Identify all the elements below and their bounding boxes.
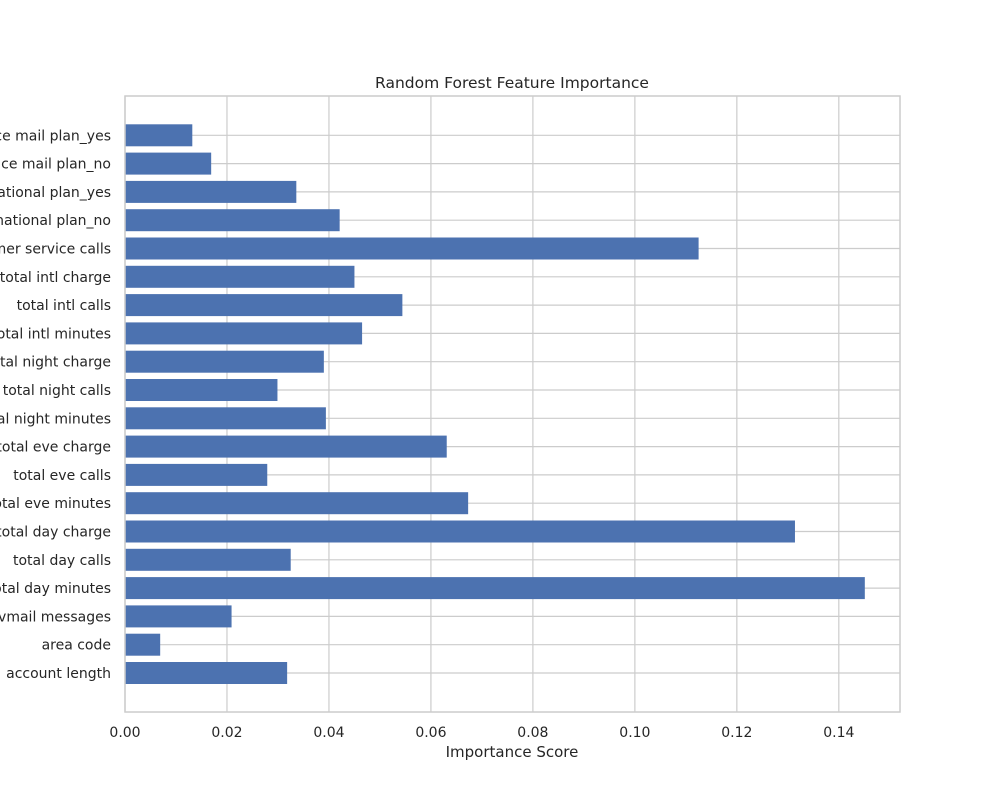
- bar-total-day-calls: [125, 548, 291, 571]
- bar-vmail-messages: [125, 605, 232, 628]
- x-tick-label: 0.06: [415, 725, 446, 741]
- x-tick-label: 0.08: [517, 725, 548, 741]
- x-tick-label: 0.04: [313, 725, 344, 741]
- bar-voice-mail-plan-no: [125, 152, 212, 175]
- y-tick-label: international plan_no: [0, 213, 111, 229]
- y-tick-label: total day calls: [13, 553, 111, 569]
- y-tick-label: total intl minutes: [0, 326, 111, 342]
- bar-total-intl-minutes: [125, 322, 363, 345]
- plot-frame: [124, 95, 901, 713]
- y-tick-labels: account length area code vmail messages tot…: [0, 128, 111, 682]
- x-tick-label: 0.10: [619, 725, 650, 741]
- x-tick-label: 0.12: [721, 725, 752, 741]
- bar-total-day-minutes: [125, 577, 865, 600]
- x-tick-label: 0.02: [211, 725, 242, 741]
- bar-total-eve-calls: [125, 463, 268, 486]
- y-tick-label: customer service calls: [0, 242, 111, 258]
- y-tick-label: total intl charge: [0, 270, 111, 286]
- bar-total-intl-calls: [125, 294, 403, 317]
- bar-total-day-charge: [125, 520, 795, 543]
- y-tick-label: area code: [42, 638, 111, 654]
- chart-title: Random Forest Feature Importance: [375, 74, 649, 92]
- y-tick-label: total day minutes: [0, 581, 111, 597]
- y-tick-label: total night minutes: [0, 411, 111, 427]
- y-tick-label: account length: [6, 666, 111, 682]
- bar-total-intl-charge: [125, 265, 355, 288]
- y-tick-label: total night calls: [3, 383, 111, 399]
- y-tick-label: voice mail plan_yes: [0, 128, 111, 144]
- x-tick-label: 0.14: [823, 725, 854, 741]
- y-tick-label: voice mail plan_no: [0, 157, 111, 173]
- bar-total-night-minutes: [125, 407, 326, 430]
- bar-total-night-charge: [125, 350, 324, 373]
- y-tick-label: total intl calls: [17, 298, 111, 314]
- y-tick-label: international plan_yes: [0, 185, 111, 201]
- x-axis-label: Importance Score: [446, 743, 579, 761]
- bar-total-eve-charge: [125, 435, 447, 458]
- bars: [125, 124, 865, 684]
- y-tick-label: vmail messages: [0, 609, 111, 625]
- y-tick-label: total eve calls: [13, 468, 111, 484]
- bar-account-length: [125, 662, 288, 684]
- y-tick-label: total eve minutes: [0, 496, 111, 512]
- bar-international-plan-yes: [125, 180, 297, 203]
- bar-total-night-calls: [125, 379, 278, 401]
- x-tick-label: 0.00: [109, 725, 140, 741]
- bar-customer-service-calls: [125, 237, 699, 260]
- bar-international-plan-no: [125, 209, 340, 232]
- y-tick-label: total day charge: [0, 525, 111, 541]
- y-tick-label: total night charge: [0, 355, 111, 371]
- bar-total-eve-minutes: [125, 492, 469, 515]
- bar-area-code: [125, 633, 161, 656]
- y-tick-label: total eve charge: [0, 440, 111, 456]
- x-tick-labels: 0.00 0.02 0.04 0.06 0.08 0.10 0.12 0.14: [109, 725, 854, 741]
- bar-voice-mail-plan-yes: [125, 124, 193, 147]
